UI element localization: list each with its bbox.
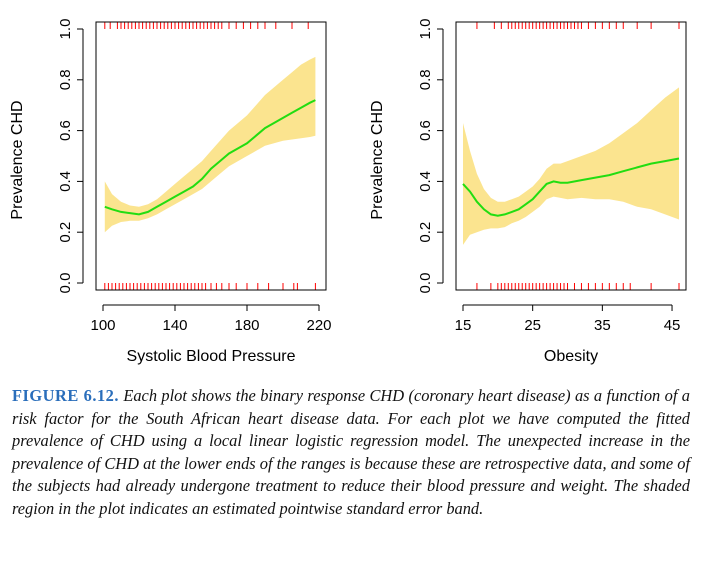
figure-caption: FIGURE 6.12. Each plot shows the binary … (12, 385, 690, 521)
x-axis-label-obesity: Obesity (544, 348, 598, 365)
x-tick-label-sbp-3: 220 (306, 317, 331, 334)
y-tick-label-sbp-0: 0.0 (57, 273, 74, 294)
x-tick-label-obesity-2: 35 (594, 317, 611, 334)
figure-plots: 100 140 180 220 0.0 0.2 0.4 0.6 0.8 1.0 Systolic B… (9, 19, 687, 365)
y-tick-label-obesity-4: 0.8 (417, 69, 434, 90)
x-axis-label-sbp: Systolic Blood Pressure (127, 348, 296, 365)
y-tick-label-sbp-1: 0.2 (57, 222, 74, 243)
x-tick-label-obesity-3: 45 (664, 317, 681, 334)
y-axis-label-sbp: Prevalence CHD (9, 100, 26, 219)
y-tick-label-obesity-5: 1.0 (417, 19, 434, 40)
y-tick-label-sbp-3: 0.6 (57, 120, 74, 141)
y-tick-label-obesity-1: 0.2 (417, 222, 434, 243)
y-tick-label-sbp-5: 1.0 (57, 19, 74, 40)
y-axis-label-obesity: Prevalence CHD (369, 100, 386, 219)
y-tick-label-obesity-3: 0.6 (417, 120, 434, 141)
figure-label: FIGURE 6.12. (12, 386, 119, 405)
chart-sbp: 100 140 180 220 0.0 0.2 0.4 0.6 0.8 1.0 Systolic B… (9, 19, 332, 365)
plot-frame-obesity (455, 21, 687, 291)
se-band-sbp (104, 56, 316, 233)
x-tick-label-sbp-0: 100 (90, 317, 115, 334)
x-tick-label-obesity-1: 25 (524, 317, 541, 334)
y-tick-label-obesity-0: 0.0 (417, 273, 434, 294)
plot-frame-sbp (95, 21, 327, 291)
x-tick-label-sbp-2: 180 (234, 317, 259, 334)
y-tick-label-obesity-2: 0.4 (417, 171, 434, 192)
y-tick-label-sbp-2: 0.4 (57, 171, 74, 192)
se-band-obesity (463, 87, 679, 245)
chart-obesity: 15 25 35 45 0.0 0.2 0.4 0.6 0.8 1.0 Obesity Prevale… (369, 19, 687, 365)
x-tick-label-obesity-0: 15 (455, 317, 472, 334)
y-tick-label-sbp-4: 0.8 (57, 69, 74, 90)
x-tick-label-sbp-1: 140 (162, 317, 187, 334)
figure-caption-text: Each plot shows the binary response CHD … (12, 386, 690, 518)
charts-canvas: 100 140 180 220 0.0 0.2 0.4 0.6 0.8 1.0 Systolic B… (9, 19, 687, 365)
fit-line-obesity (462, 157, 680, 217)
fit-line-sbp (104, 99, 316, 216)
